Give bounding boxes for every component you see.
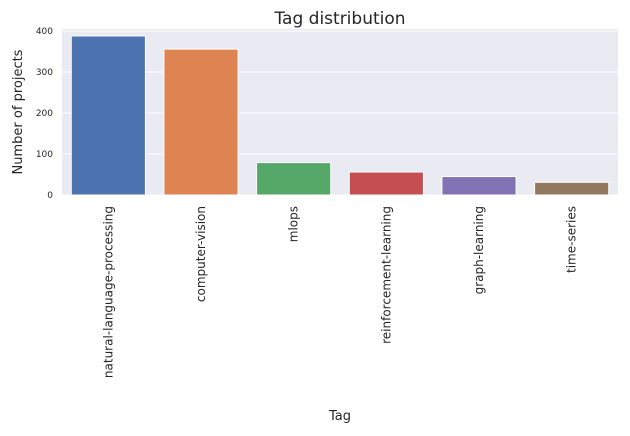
- bar-graph-learning: [441, 176, 517, 196]
- y-tick-label-2: 200: [36, 109, 53, 119]
- plot-area: [62, 29, 618, 195]
- bar-time-series: [534, 181, 610, 196]
- chart-title: Tag distribution: [273, 9, 405, 29]
- y-tick-label-4: 400: [36, 27, 53, 37]
- y-tick-label-0: 0: [47, 191, 53, 201]
- y-tick-labels: 0 100 200 300 400: [36, 27, 53, 201]
- x-tick-label-mlops: mlops: [287, 206, 301, 242]
- bar-mlops: [256, 162, 332, 196]
- grid-lines: [62, 30, 618, 196]
- bar-reinforcement-learning: [348, 171, 424, 196]
- bar-natural-language-processing: [70, 35, 146, 196]
- x-tick-label-reinforcement-learning: reinforcement-learning: [379, 206, 393, 344]
- x-tick-label-computer-vision: computer-vision: [194, 206, 208, 302]
- y-tick-label-3: 300: [36, 68, 53, 78]
- x-tick-label-graph-learning: graph-learning: [472, 206, 486, 294]
- bars: [70, 35, 610, 196]
- y-axis-title: Number of projects: [11, 49, 26, 174]
- x-axis-title: Tag: [328, 409, 351, 424]
- bar-computer-vision: [163, 48, 239, 196]
- x-tick-label-natural-language-processing: natural-language-processing: [101, 206, 115, 378]
- x-tick-label-time-series: time-series: [565, 206, 579, 273]
- y-tick-label-1: 100: [36, 150, 53, 160]
- x-tick-labels: natural-language-processing computer-visi…: [101, 206, 578, 378]
